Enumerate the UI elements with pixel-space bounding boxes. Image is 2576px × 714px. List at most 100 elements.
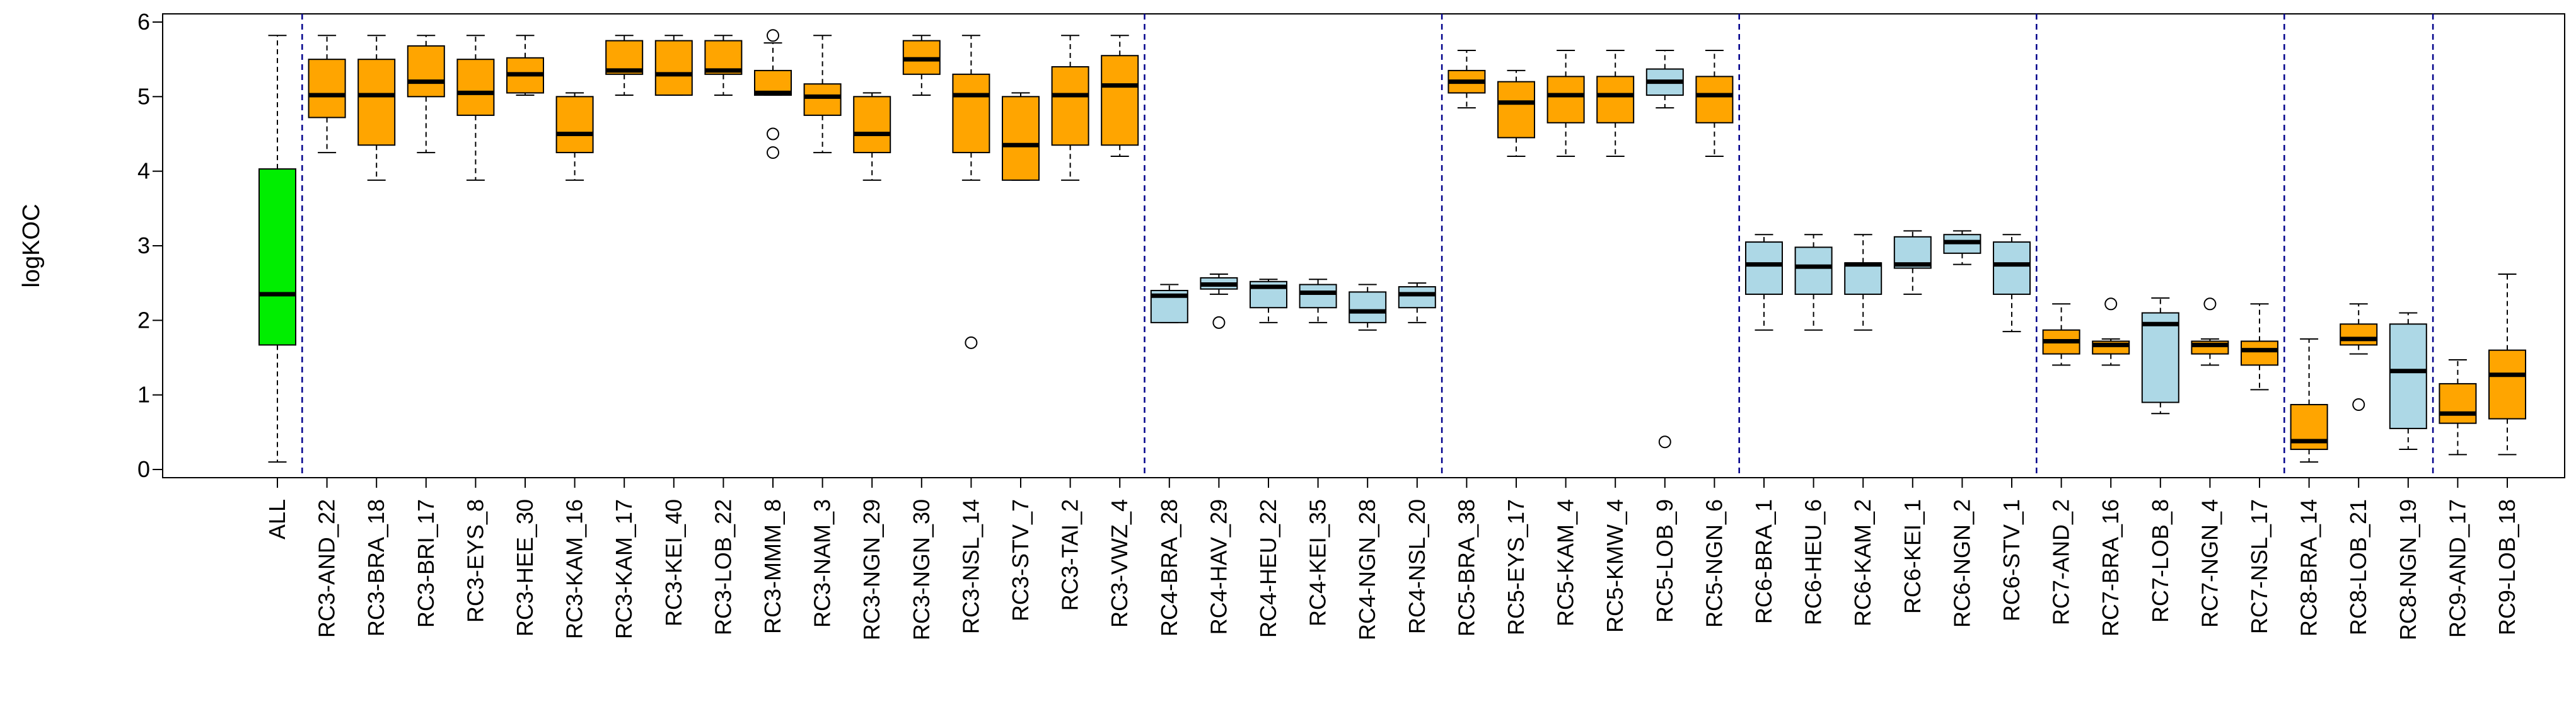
box-rc3-lob_22 [704, 35, 743, 96]
box-rc5-bra_38 [1448, 49, 1486, 109]
boxes [258, 29, 2526, 463]
x-tick-label: RC3-STV_7 [1007, 499, 1033, 621]
box-all [258, 35, 296, 463]
box-rc3-kei_40 [654, 35, 693, 96]
x-tick-label: RC9-LOB_18 [2494, 499, 2520, 635]
box-body [1695, 76, 1734, 124]
box-body [1299, 284, 1337, 309]
box-rc5-ngn_6 [1695, 49, 1734, 157]
box-body [803, 83, 842, 116]
box-rc5-kam_4 [1546, 49, 1585, 157]
box-rc3-kam_16 [555, 92, 594, 181]
y-tick-label: 1 [137, 382, 150, 408]
x-tick-label: RC3-VWZ_4 [1106, 499, 1132, 628]
box-body [308, 59, 346, 118]
group-separators [301, 14, 2434, 478]
box-rc6-heu_6 [1794, 234, 1833, 331]
box-rc3-nsl_14 [952, 35, 990, 349]
box-body [407, 45, 445, 98]
box-body [1002, 96, 1040, 181]
box-body [357, 59, 396, 146]
box-rc3-eys_8 [456, 35, 495, 181]
x-tick-label: RC3-BRA_18 [363, 499, 389, 636]
box-body [1794, 246, 1833, 295]
box-body [2389, 323, 2427, 429]
box-body [952, 73, 990, 154]
x-tick-label: RC6-STV_1 [1999, 499, 2024, 621]
box-rc4-bra_28 [1150, 284, 1188, 323]
box-rc3-bra_18 [357, 35, 396, 181]
box-body [555, 96, 594, 154]
x-tick-label: RC3-LOB_22 [710, 499, 736, 635]
box-rc8-bra_14 [2290, 338, 2328, 463]
x-axis: ALL RC3-AND_22 RC3-BRA_18 RC3-BRI_17 RC3-EYS… [264, 478, 2520, 640]
box-body [1398, 286, 1436, 309]
x-tick-label: RC3-BRI_17 [413, 499, 439, 628]
box-rc4-ngn_28 [1349, 284, 1387, 331]
x-tick-label: RC3-EYS_8 [462, 499, 488, 623]
box-body [654, 40, 693, 96]
box-body [1844, 262, 1883, 295]
x-tick-label: RC5-BRA_38 [1453, 499, 1479, 636]
x-tick-label: RC8-BRA_14 [2296, 499, 2322, 636]
x-tick-label: RC6-BRA_1 [1751, 499, 1777, 624]
box-rc6-stv_1 [1993, 234, 2031, 333]
x-tick-label: RC9-AND_17 [2444, 499, 2470, 638]
x-tick-label: RC7-BRA_16 [2097, 499, 2123, 636]
box-body [258, 168, 296, 346]
x-tick-label: RC3-AND_22 [314, 499, 340, 638]
x-tick-label: RC3-TAI_2 [1057, 499, 1083, 611]
box-rc7-bra_16 [2092, 297, 2130, 366]
box-rc3-ngn_29 [853, 92, 891, 181]
outlier-point [2352, 398, 2365, 412]
box-body [1101, 55, 1139, 146]
box-body [2241, 340, 2278, 366]
box-rc3-ngn_30 [902, 35, 941, 96]
outlier-point [2203, 297, 2217, 311]
x-tick-label: RC5-KAM_4 [1553, 499, 1579, 626]
box-rc4-kei_35 [1299, 279, 1337, 323]
box-rc4-nsl_20 [1398, 282, 1436, 323]
box-body [1349, 291, 1387, 323]
box-rc3-tai_2 [1051, 35, 1089, 181]
box-rc4-hav_29 [1200, 273, 1238, 329]
y-tick-label: 3 [137, 233, 150, 258]
box-rc6-bra_1 [1745, 234, 1783, 331]
box-rc7-and_2 [2042, 303, 2080, 366]
box-rc3-bri_17 [407, 35, 445, 154]
x-tick-label: RC4-KEI_35 [1305, 499, 1331, 626]
y-axis: 0 1 2 3 4 5 6 [137, 9, 163, 482]
x-tick-label: RC3-NAM_3 [809, 499, 835, 628]
box-rc7-lob_8 [2141, 297, 2179, 415]
x-tick-label: RC8-NGN_19 [2395, 499, 2421, 640]
box-rc6-kam_2 [1844, 234, 1883, 331]
x-tick-label: RC4-NSL_20 [1404, 499, 1430, 634]
x-tick-label: RC3-HEE_30 [512, 499, 538, 636]
outlier-point [2104, 297, 2118, 311]
outlier-point [767, 146, 779, 159]
box-body [1596, 76, 1635, 124]
box-body [1497, 81, 1535, 139]
x-tick-label: RC4-HEU_22 [1255, 499, 1281, 638]
x-tick-label: RC3-KEI_40 [661, 499, 687, 626]
box-rc3-nam_3 [803, 35, 842, 154]
box-rc6-ngn_2 [1943, 230, 1981, 265]
x-tick-label: RC3-KAM_16 [562, 499, 588, 639]
box-body [1546, 76, 1585, 124]
x-tick-label: RC7-LOB_8 [2147, 499, 2173, 623]
box-rc3-mmm_8 [754, 29, 792, 159]
box-rc5-lob_9 [1645, 49, 1684, 449]
outlier-point [1658, 435, 1671, 449]
y-tick-label: 2 [137, 307, 150, 333]
box-body [456, 59, 495, 116]
outlier-point [1212, 316, 1226, 329]
box-rc3-vwz_4 [1101, 35, 1139, 157]
x-tick-label: RC6-KEI_1 [1900, 499, 1925, 614]
box-body [2439, 383, 2477, 424]
x-tick-label: RC5-NGN_6 [1701, 499, 1727, 628]
box-body [1745, 241, 1783, 295]
x-tick-label: RC5-EYS_17 [1503, 499, 1529, 635]
x-tick-label: RC7-AND_2 [2048, 499, 2074, 625]
